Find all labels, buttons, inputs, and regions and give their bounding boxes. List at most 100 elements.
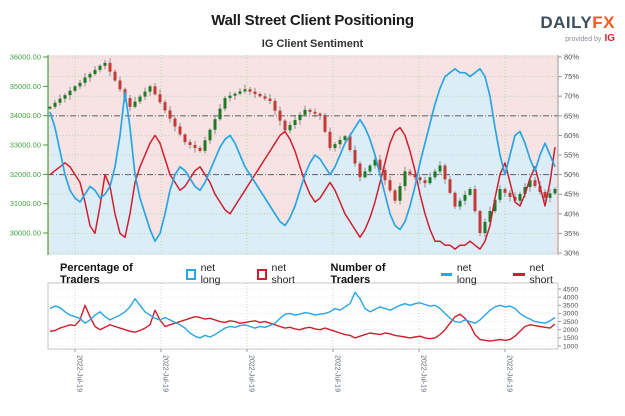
net-short-square-swatch-icon [256, 268, 267, 280]
net-long-line-swatch-icon [440, 272, 452, 276]
legend-number-of-traders: Number of Traders [330, 262, 386, 286]
legend-net-short-count: net short [513, 262, 565, 286]
candle-body [493, 199, 497, 211]
percent-axis-label: 55% [564, 151, 579, 160]
percent-axis-label: 45% [564, 190, 579, 199]
candle-body [428, 177, 432, 184]
candle-body [393, 190, 397, 201]
candle-body [353, 149, 357, 164]
percent-axis-label: 80% [564, 53, 579, 62]
count-axis-label: 3500 [563, 303, 578, 310]
percent-axis-label: 70% [564, 92, 579, 101]
candle-body [333, 144, 337, 148]
net-long-pct-line [49, 67, 556, 243]
candle-body [468, 189, 472, 195]
candle-body [158, 94, 162, 103]
count-axis-label: 4000 [563, 294, 578, 301]
candle-body [533, 180, 537, 187]
dailyfx-logo: DAILYFX provided by IG [540, 14, 615, 44]
candle-body [108, 62, 112, 72]
candle-body [308, 109, 312, 112]
candle-body [543, 191, 547, 198]
candle-body [373, 159, 377, 166]
net-long-count-line [49, 291, 556, 339]
blue-long-region [50, 68, 555, 255]
candle-body [408, 171, 412, 175]
net-short-pct-line [49, 126, 556, 250]
candle-body [93, 69, 97, 75]
candle-body [153, 86, 157, 95]
candle-body [193, 145, 197, 148]
candle-body [168, 110, 172, 119]
candle-body [443, 165, 447, 180]
candle-body [163, 102, 167, 111]
candle-body [218, 108, 222, 120]
candle-body [88, 74, 92, 78]
candle-body [378, 159, 382, 170]
candle-body [343, 136, 347, 141]
percent-axis-label: 35% [564, 229, 579, 238]
candle-body [278, 110, 282, 121]
count-axis-label: 2000 [563, 327, 578, 334]
percent-axis-label: 50% [564, 170, 579, 179]
candle-body [103, 62, 107, 66]
candle-body [83, 77, 87, 83]
candle-body [488, 211, 492, 222]
candle-body [208, 129, 212, 141]
candle-body [463, 194, 467, 201]
candle-body [293, 120, 297, 126]
candle-body [253, 91, 257, 94]
candle-body [318, 113, 322, 116]
candle-body [48, 106, 52, 109]
candle-body [348, 136, 352, 150]
price-axis-label: 31000.00 [10, 199, 41, 208]
candle-body [263, 96, 267, 99]
chart-legend: Percentage of Traders net long net short… [60, 262, 565, 286]
candle-body [68, 90, 72, 96]
candle-body [383, 169, 387, 181]
percent-axis-label: 60% [564, 131, 579, 140]
candle-body [398, 186, 402, 201]
candle-body [268, 98, 272, 101]
candle-body [58, 98, 62, 103]
candle-body [368, 165, 372, 172]
candle-body [388, 180, 392, 191]
candle-body [248, 89, 252, 92]
candle-body [143, 91, 147, 97]
candle-body [528, 180, 532, 187]
date-axis-label: 2022-Jul-19 [248, 355, 255, 392]
date-axis-label: 2022-Jul-19 [76, 355, 83, 392]
candle-body [313, 111, 317, 114]
candle-body [358, 163, 362, 178]
candle-body [473, 189, 477, 211]
candle-body [303, 109, 307, 115]
dailyfx-wordmark: DAILYFX [540, 13, 615, 32]
candle-body [98, 65, 102, 70]
candle-body [273, 101, 277, 111]
candle-body [183, 134, 187, 143]
legend-net-short-pct: net short [256, 262, 307, 286]
candle-body [198, 147, 202, 151]
candle-body [418, 177, 422, 181]
candle-body [138, 96, 142, 102]
net-long-square-swatch-icon [185, 268, 196, 280]
candle-body [363, 171, 367, 178]
candle-body [508, 192, 512, 197]
candle-body [233, 93, 237, 96]
candle-body [513, 196, 517, 201]
candle-body [523, 186, 527, 194]
candle-body [323, 115, 327, 132]
candle-body [338, 140, 342, 145]
candle-body [148, 86, 152, 92]
candle-body [188, 142, 192, 145]
count-axis-label: 1000 [563, 343, 578, 350]
candle-body [548, 193, 552, 198]
percent-axis-label: 65% [564, 111, 579, 120]
candle-body [63, 95, 67, 99]
price-axis-label: 36000.00 [10, 53, 41, 62]
count-axis-label: 4500 [563, 286, 578, 293]
count-axis-label: 3000 [563, 311, 578, 318]
bottom-chart-frame [47, 282, 559, 350]
legend-net-long-pct: net long [185, 262, 233, 286]
